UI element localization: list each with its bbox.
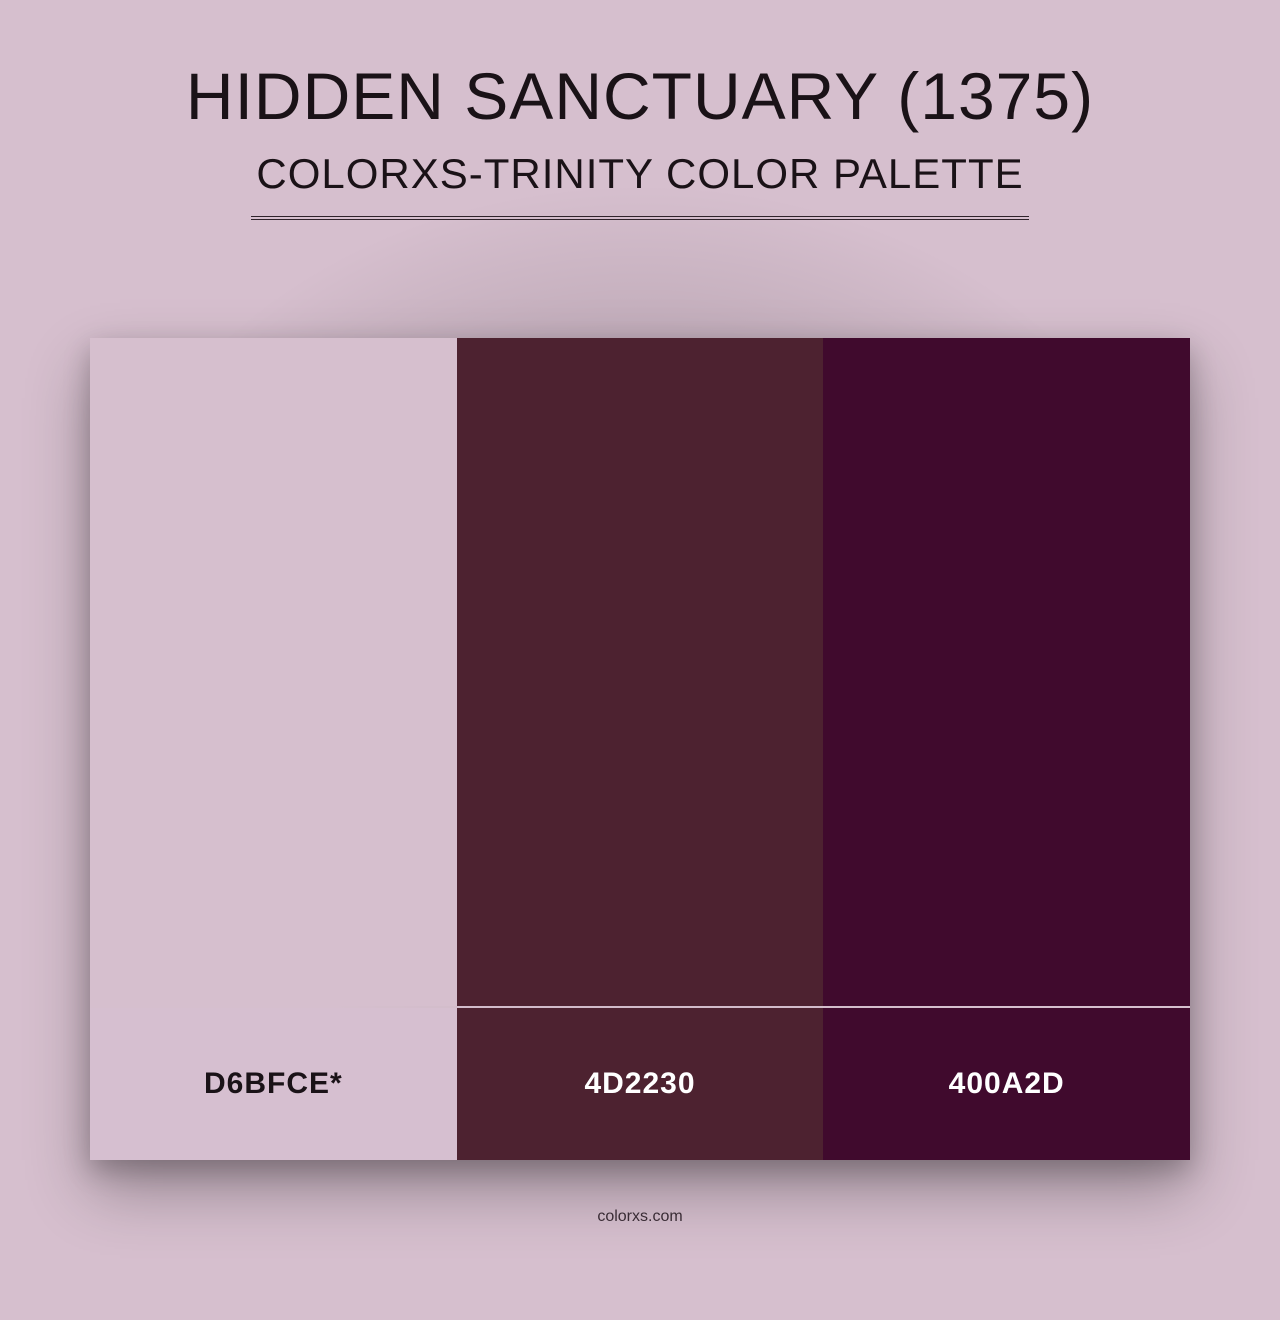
swatch-2-label: 4D2230 (457, 1008, 824, 1160)
title-divider (251, 216, 1029, 220)
palette-card: HIDDEN SANCTUARY (1375) COLORXS-TRINITY … (0, 0, 1280, 1320)
swatch-3: 400A2D (823, 338, 1190, 1160)
palette-title: HIDDEN SANCTUARY (1375) (186, 58, 1094, 134)
swatch-2-color (457, 338, 824, 1006)
swatch-1-color (90, 338, 457, 1006)
color-palette: D6BFCE* 4D2230 400A2D (90, 338, 1190, 1160)
footer-credit: colorxs.com (0, 1208, 1280, 1226)
palette-subtitle: COLORXS-TRINITY COLOR PALETTE (256, 150, 1023, 198)
swatch-1: D6BFCE* (90, 338, 457, 1160)
swatch-3-label: 400A2D (823, 1008, 1190, 1160)
swatch-3-color (823, 338, 1190, 1006)
swatch-2: 4D2230 (457, 338, 824, 1160)
swatch-1-label: D6BFCE* (90, 1008, 457, 1160)
